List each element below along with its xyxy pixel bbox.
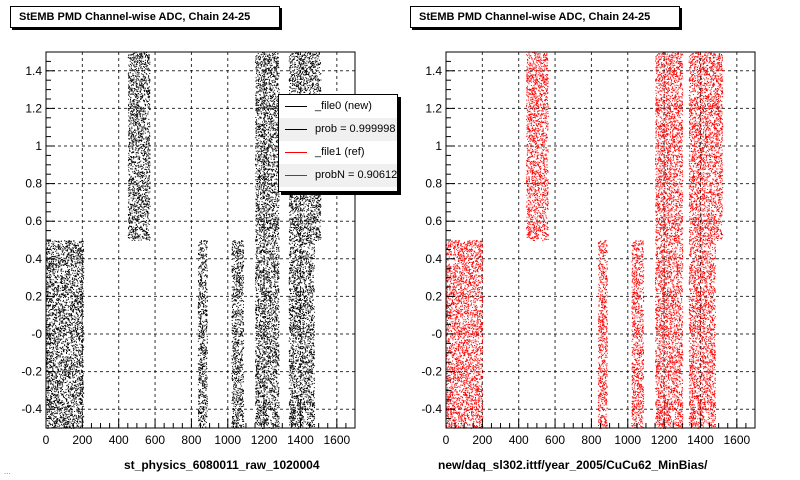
y-tick-label: 0.6 — [25, 214, 42, 228]
x-tick-label: 1000 — [214, 433, 241, 447]
left-chart-title: StEMB PMD Channel-wise ADC, Chain 24-25 — [10, 6, 280, 28]
y-tick-label: 1.4 — [425, 64, 442, 78]
x-tick-label: 0 — [43, 433, 50, 447]
x-tick-label: 200 — [472, 433, 492, 447]
x-tick-label: 1400 — [687, 433, 714, 447]
right-chart-title: StEMB PMD Channel-wise ADC, Chain 24-25 — [410, 6, 680, 28]
legend-swatch — [285, 129, 307, 130]
x-tick-label: 1000 — [614, 433, 641, 447]
y-tick-label: -0.4 — [21, 402, 42, 416]
y-tick-label: 1.2 — [425, 101, 442, 115]
y-tick-label: 0.8 — [425, 177, 442, 191]
legend-label: _file1 (ref) — [315, 146, 365, 158]
x-tick-label: 1400 — [287, 433, 314, 447]
scatter-band — [597, 240, 608, 429]
y-tick-label: -0 — [31, 327, 42, 341]
x-tick-label: 400 — [509, 433, 529, 447]
x-tick-label: 600 — [545, 433, 565, 447]
y-tick-label: -0.2 — [421, 365, 442, 379]
right-x-axis-title: new/daq_sl302.ittf/year_2005/CuCu62_MinB… — [438, 458, 708, 472]
scatter-band — [46, 240, 85, 429]
y-tick-label: 0.2 — [425, 289, 442, 303]
plot-area: 0 200 400 600 800 1000 1200 1400 1600 -0.4 -0.2 -0 0… — [421, 51, 756, 447]
legend-swatch — [285, 106, 307, 107]
scatter-band — [314, 52, 322, 241]
legend-entry: _file1 (ref) — [279, 141, 397, 164]
y-tick-label: 1.4 — [25, 64, 42, 78]
scatter-band — [631, 240, 645, 429]
x-tick-label: 400 — [109, 433, 129, 447]
footer-text: ... — [4, 467, 11, 476]
legend-label: _file0 (new) — [315, 100, 372, 112]
scatter-band — [127, 52, 151, 241]
x-tick-label: 200 — [72, 433, 92, 447]
x-tick-label: 1200 — [251, 433, 278, 447]
x-tick-label: 600 — [145, 433, 165, 447]
x-tick-label: 1600 — [723, 433, 750, 447]
legend-entry: prob = 0.999998 — [279, 118, 397, 141]
legend: _file0 (new) prob = 0.999998 _file1 (ref… — [278, 94, 398, 192]
x-tick-label: 800 — [181, 433, 201, 447]
y-tick-label: 0.6 — [425, 214, 442, 228]
y-tick-label: 0.4 — [425, 252, 442, 266]
scatter-band — [446, 240, 484, 429]
legend-label: prob = 0.999998 — [315, 123, 396, 135]
scatter-band — [688, 52, 716, 429]
scatter-band — [197, 240, 208, 428]
y-tick-label: 1.2 — [25, 101, 42, 115]
y-tick-label: 1 — [435, 139, 442, 153]
scatter-band — [255, 52, 280, 429]
y-tick-label: 0.2 — [25, 289, 42, 303]
legend-entry: probN = 0.906128 — [279, 164, 397, 187]
y-tick-label: -0.4 — [421, 402, 442, 416]
scatter-band — [526, 52, 549, 241]
scatter-band — [715, 53, 724, 241]
legend-label: probN = 0.906128 — [315, 169, 398, 181]
y-tick-label: -0 — [431, 327, 442, 341]
y-tick-label: 1 — [35, 139, 42, 153]
x-tick-label: 1200 — [651, 433, 678, 447]
x-tick-label: 0 — [443, 433, 450, 447]
y-tick-label: 0.4 — [25, 252, 42, 266]
left-x-axis-title: st_physics_6080011_raw_1020004 — [124, 458, 320, 472]
x-tick-label: 1600 — [323, 433, 350, 447]
legend-swatch — [285, 152, 307, 153]
y-tick-label: -0.2 — [21, 365, 42, 379]
x-tick-label: 800 — [581, 433, 601, 447]
legend-entry: _file0 (new) — [279, 95, 397, 118]
legend-swatch — [285, 175, 307, 176]
scatter-band — [655, 52, 684, 429]
data-points — [446, 52, 724, 429]
scatter-band — [231, 240, 245, 429]
y-tick-label: 0.8 — [25, 177, 42, 191]
